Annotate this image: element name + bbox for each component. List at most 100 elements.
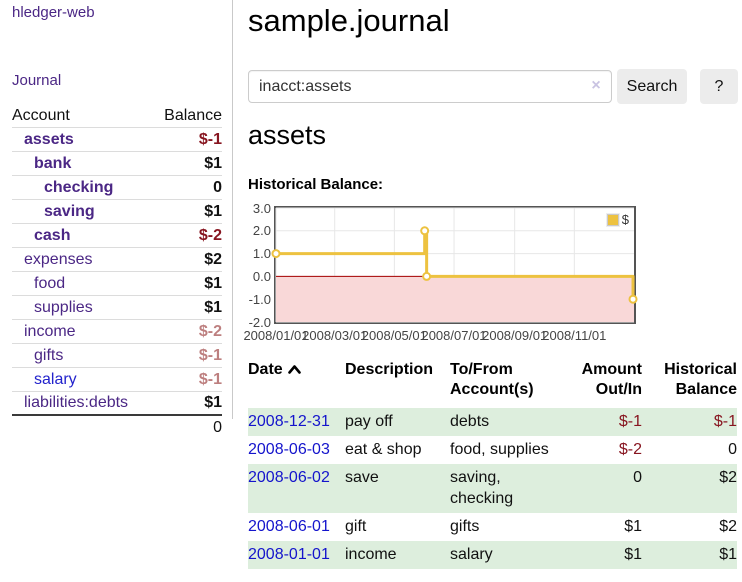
register-header-amount: Amount Out/In: [581, 361, 642, 398]
register-header-description: Description: [345, 361, 434, 378]
account-title: assets: [248, 120, 327, 150]
account-link[interactable]: salary: [34, 370, 77, 388]
date-link[interactable]: 2008-12-31: [248, 413, 330, 430]
accounts-total-value: 0: [213, 419, 222, 436]
legend-label: $: [621, 212, 629, 227]
data-point-marker: [271, 249, 281, 259]
account-row-assets: assets $-1: [12, 128, 222, 152]
account-row-bank: bank $1: [12, 152, 222, 176]
transaction-amount: $1: [624, 518, 642, 535]
account-row-checking: checking 0: [12, 176, 222, 200]
y-axis-label: 2.0: [252, 223, 271, 239]
date-link[interactable]: 2008-06-01: [248, 518, 330, 535]
account-link[interactable]: saving: [44, 202, 95, 220]
transaction-date-link[interactable]: 2008-06-01: [248, 513, 345, 541]
account-row-saving: saving $1: [12, 200, 222, 224]
account-balance: $2: [204, 250, 222, 268]
transaction-amount: $-2: [618, 441, 642, 458]
transaction-row: 2008-01-01 income salary $1 $1: [248, 541, 737, 569]
accounts-table-header: Account Balance: [12, 106, 222, 128]
account-link[interactable]: liabilities:debts: [24, 394, 129, 411]
accounts-rows: assets $-1 bank $1 checking 0 saving $1 cash $-2 e…: [12, 128, 222, 416]
account-link[interactable]: gifts: [34, 346, 64, 364]
account-link[interactable]: income: [24, 322, 76, 340]
search-help-button[interactable]: ?: [700, 69, 738, 104]
sort-asc-icon: [287, 360, 301, 380]
transaction-description: gift: [345, 518, 367, 535]
account-row-supplies: supplies $1: [12, 296, 222, 320]
sidebar-item-journal[interactable]: Journal: [12, 72, 62, 89]
transaction-balance: $2: [719, 469, 737, 486]
date-link[interactable]: 2008-01-01: [248, 546, 330, 563]
account-row-salary: salary $-1: [12, 368, 222, 392]
search-button[interactable]: Search: [617, 69, 687, 104]
transaction-date-link[interactable]: 2008-12-31: [248, 408, 345, 436]
account-balance: $-1: [198, 130, 222, 148]
accounts-header-balance: Balance: [164, 107, 222, 124]
transaction-balance: 0: [728, 441, 737, 458]
transaction-balance: $-1: [713, 413, 737, 430]
y-axis-label: -2.0: [248, 314, 271, 330]
account-balance: $1: [204, 274, 222, 292]
y-axis-label: 0.0: [252, 268, 271, 284]
date-link[interactable]: 2008-06-02: [248, 469, 330, 486]
transaction-description: save: [345, 469, 379, 486]
register-header-date[interactable]: Date: [248, 358, 345, 408]
transaction-accounts: salary: [450, 546, 493, 563]
x-axis-label: 2008/09/01: [482, 328, 548, 343]
transaction-date-link[interactable]: 2008-06-03: [248, 436, 345, 464]
chart-plot-area: $: [271, 206, 638, 324]
register-table: Date Description To/From Account(s) Amou…: [248, 358, 737, 569]
account-link[interactable]: assets: [24, 130, 74, 148]
account-balance: $-1: [198, 346, 222, 364]
y-axis-label: 3.0: [252, 200, 271, 216]
clear-search-icon[interactable]: ×: [591, 77, 601, 94]
account-row-expenses: expenses $2: [12, 248, 222, 272]
x-axis-label: 2008/05/01: [361, 328, 427, 343]
account-row-gifts: gifts $-1: [12, 344, 222, 368]
transaction-accounts: gifts: [450, 518, 480, 535]
accounts-total-row: 0: [12, 416, 222, 440]
account-balance: $1: [204, 202, 222, 220]
account-balance: $-2: [198, 322, 222, 340]
account-balance: $1: [204, 298, 222, 316]
transaction-accounts: food, supplies: [450, 441, 549, 458]
account-row-liabilities-debts: liabilities:debts $1: [12, 392, 222, 416]
y-axis-label: 1.0: [252, 246, 271, 262]
account-link[interactable]: checking: [44, 178, 114, 196]
chart-legend: $: [604, 211, 631, 228]
transaction-accounts: debts: [450, 413, 490, 430]
account-link[interactable]: expenses: [24, 250, 93, 268]
accounts-table: Account Balance assets $-1 bank $1 checking 0…: [12, 106, 222, 440]
date-link[interactable]: 2008-06-03: [248, 441, 330, 458]
account-balance: $-1: [198, 370, 222, 388]
x-axis-label: 2008/03/01: [302, 328, 368, 343]
account-link[interactable]: food: [34, 274, 66, 292]
accounts-header-account: Account: [12, 107, 70, 124]
account-balance: $1: [204, 154, 222, 172]
x-axis-label: 2008/11/01: [542, 328, 607, 343]
transaction-date-link[interactable]: 2008-06-02: [248, 464, 345, 513]
app-brand-link[interactable]: hledger-web: [12, 4, 95, 21]
transaction-amount: 0: [633, 469, 642, 486]
x-axis-label: 2008/07/01: [421, 328, 487, 343]
account-balance: $-2: [198, 226, 222, 244]
account-link[interactable]: supplies: [34, 298, 93, 316]
account-balance: 0: [213, 178, 222, 196]
search-input[interactable]: [248, 70, 612, 103]
y-axis-label: -1.0: [248, 291, 271, 307]
balance-chart-svg: [271, 207, 638, 323]
transaction-row: 2008-12-31 pay off debts $-1 $-1: [248, 408, 737, 436]
transaction-date-link[interactable]: 2008-01-01: [248, 541, 345, 569]
account-row-income: income $-2: [12, 320, 222, 344]
chart-heading: Historical Balance:: [248, 176, 384, 193]
account-link[interactable]: bank: [34, 154, 72, 172]
transaction-amount: $1: [624, 546, 642, 563]
data-point-marker: [420, 226, 430, 236]
register-header-accounts: To/From Account(s): [450, 361, 534, 398]
historical-balance-chart: $ 3.0 2.0 1.0 0.0 -1.0 -2.0 2008/01/01 2008/03/…: [243, 195, 742, 347]
account-link[interactable]: cash: [34, 226, 71, 244]
sidebar-divider: [232, 0, 233, 419]
x-axis-label: 2008/01/01: [243, 328, 309, 343]
account-row-cash: cash $-2: [12, 224, 222, 248]
